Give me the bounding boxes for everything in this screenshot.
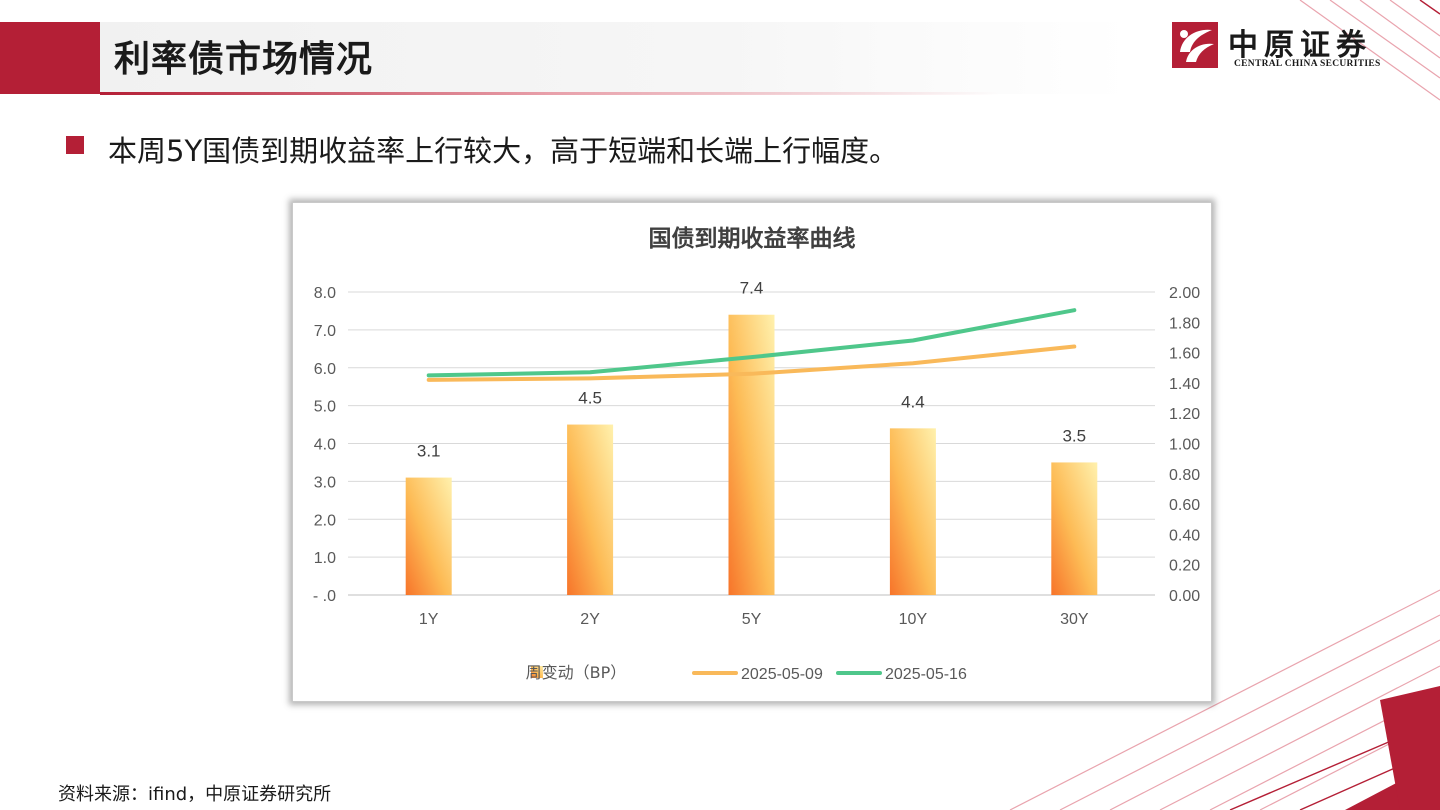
- legend-label: 2025-05-09: [741, 666, 823, 683]
- right-axis-tick-label: 1.80: [1169, 315, 1200, 332]
- logo-name-cn: 中原证券: [1228, 28, 1372, 63]
- right-axis-tick-label: 0.00: [1169, 588, 1200, 605]
- chart-panel: 国债到期收益率曲线 - .0 1.0 2.0 3.0 4.0 5.0 6.0 7.0 8.0 0.…: [292, 202, 1212, 702]
- source-note: 资料来源：ifind，中原证券研究所: [58, 784, 332, 805]
- left-axis-tick-label: 6.0: [314, 361, 336, 378]
- left-axis-tick-label: 2.0: [314, 512, 336, 529]
- right-axis-tick-label: 1.00: [1169, 437, 1200, 454]
- legend-bar-swatch: [531, 666, 543, 678]
- right-axis-tick-label: 0.80: [1169, 467, 1200, 484]
- left-axis-tick-label: 5.0: [314, 399, 336, 416]
- bar-data-label: 3.1: [417, 442, 441, 461]
- bar-data-label: 4.4: [901, 392, 925, 411]
- left-axis-tick-label: - .0: [313, 588, 336, 605]
- right-axis-tick-label: 2.00: [1169, 285, 1200, 302]
- legend-label: 2025-05-16: [885, 666, 967, 683]
- bar-30Y: [1051, 462, 1098, 595]
- line-series-2025-05-09: [426, 344, 1077, 382]
- yield-curve-chart: 国债到期收益率曲线 - .0 1.0 2.0 3.0 4.0 5.0 6.0 7.0 8.0 0.…: [313, 225, 1200, 683]
- x-axis-tick-label: 1Y: [419, 611, 439, 628]
- right-axis-tick-label: 1.60: [1169, 346, 1200, 363]
- right-axis-tick-label: 0.40: [1169, 527, 1200, 544]
- chart-title: 国债到期收益率曲线: [649, 225, 856, 252]
- bar-5Y: [728, 314, 775, 595]
- x-axis-tick-label: 5Y: [742, 611, 762, 628]
- right-axis-tick-label: 0.20: [1169, 558, 1200, 575]
- x-axis-tick-label: 30Y: [1060, 611, 1089, 628]
- logo-mark-icon: [1172, 22, 1218, 68]
- left-axis-tick-label: 4.0: [314, 437, 336, 454]
- bullet-text: 本周5Y国债到期收益率上行较大，高于短端和长端上行幅度。: [108, 134, 899, 168]
- bar-1Y: [405, 477, 452, 595]
- bar-2Y: [567, 424, 614, 595]
- left-axis-tick-label: 8.0: [314, 285, 336, 302]
- left-axis-tick-label: 1.0: [314, 550, 336, 567]
- legend-label: 周变动（BP）: [526, 663, 627, 682]
- logo-name-en: CENTRAL CHINA SECURITIES: [1234, 59, 1381, 69]
- bar-data-label: 7.4: [740, 279, 764, 298]
- bar-data-label: 4.5: [578, 389, 602, 408]
- left-axis-tick-label: 7.0: [314, 323, 336, 340]
- header-underline: [100, 92, 1000, 95]
- bullet-square-icon: [66, 136, 84, 154]
- left-axis-tick-label: 3.0: [314, 474, 336, 491]
- x-axis-tick-label: 10Y: [899, 611, 928, 628]
- page-title: 利率债市场情况: [114, 39, 374, 80]
- bar-10Y: [889, 428, 936, 595]
- x-axis-tick-label: 2Y: [580, 611, 600, 628]
- header-title-background: [100, 22, 1130, 94]
- right-axis-tick-label: 1.40: [1169, 376, 1200, 393]
- header-accent-bar: [0, 22, 100, 94]
- right-axis-tick-label: 1.20: [1169, 406, 1200, 423]
- company-logo: 中原证券 CENTRAL CHINA SECURITIES: [1172, 22, 1412, 74]
- line-series-2025-05-16: [426, 308, 1077, 378]
- right-axis-tick-label: 0.60: [1169, 497, 1200, 514]
- bar-data-label: 3.5: [1062, 426, 1086, 445]
